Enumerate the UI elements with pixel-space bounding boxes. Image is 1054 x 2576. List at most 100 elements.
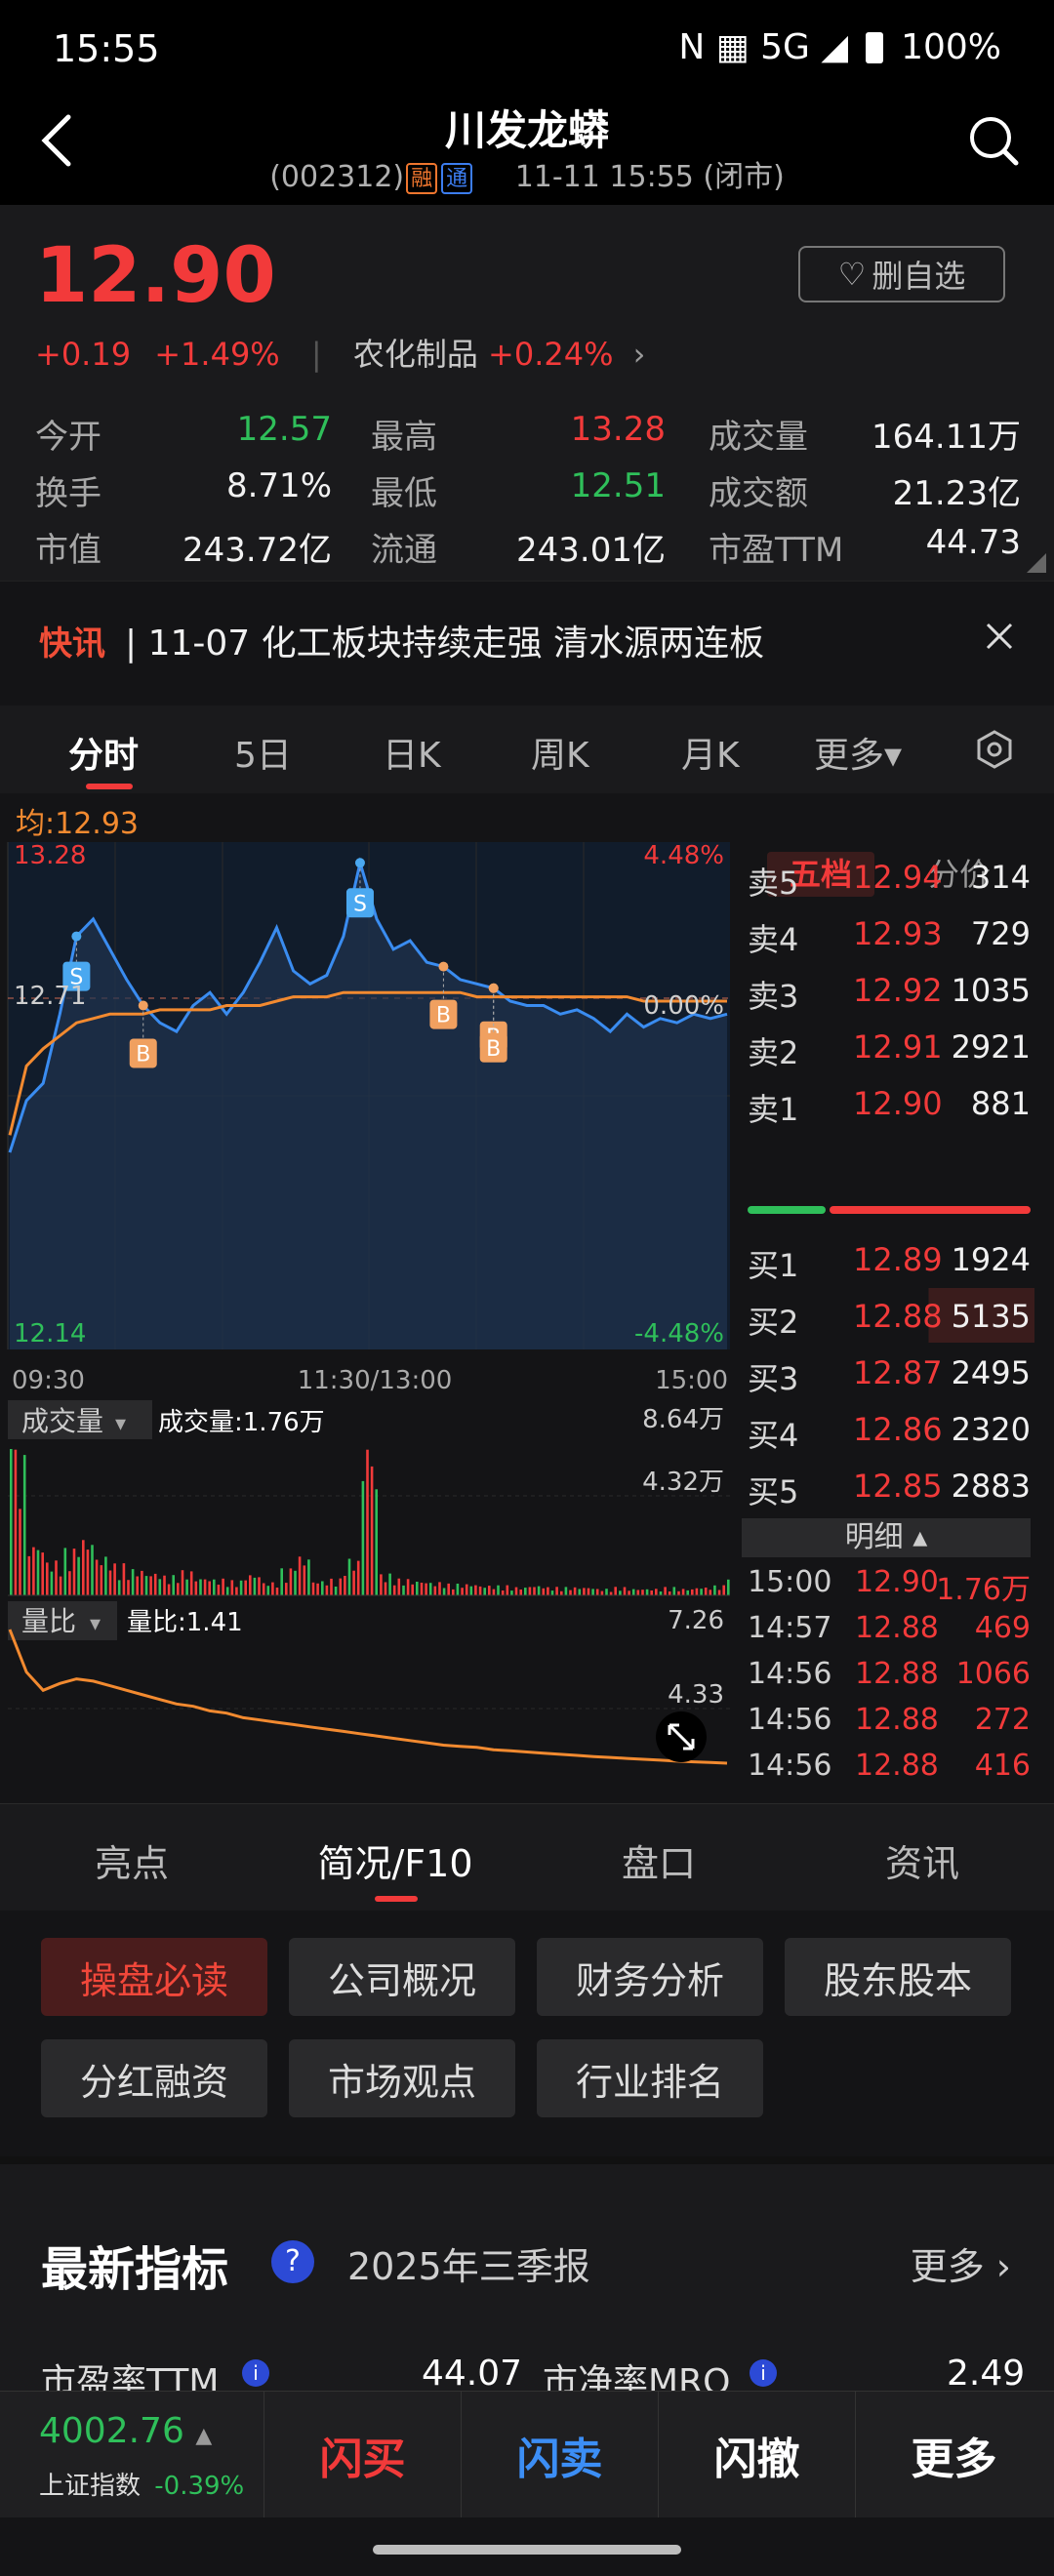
bid-row[interactable]: 买5 12.85 2883	[732, 1458, 1034, 1512]
back-arrow-icon[interactable]	[33, 111, 82, 170]
flash-buy-button[interactable]: 闪买	[264, 2392, 461, 2518]
volume-bar	[316, 1583, 319, 1595]
flash-sell-button[interactable]: 闪卖	[461, 2392, 658, 2518]
volume-selector[interactable]	[8, 1400, 152, 1439]
volume-bar	[177, 1583, 180, 1595]
chip-dividend-financing[interactable]: 分红融资	[41, 2039, 267, 2117]
intraday-chart[interactable]: SSBBBB 13.28 12.71 12.14 4.48% 0.00% -4.…	[0, 842, 732, 1803]
info-icon[interactable]: i	[242, 2359, 269, 2387]
chip-trading-must-read[interactable]: 操盘必读	[41, 1938, 267, 2016]
stock-name: 川发龙蟒	[444, 106, 609, 154]
stat-value: 12.51	[570, 466, 666, 505]
ask-row[interactable]: 卖2 12.91 2921	[732, 1019, 1034, 1073]
chip-industry-ranking[interactable]: 行业排名	[537, 2039, 763, 2117]
tab-price-distribution[interactable]: 分价	[927, 856, 991, 893]
tab-handicap[interactable]: 盘口	[621, 1842, 696, 1885]
tab-highlights[interactable]: 亮点	[94, 1842, 169, 1885]
trade-marker[interactable]	[129, 1038, 157, 1068]
close-icon[interactable]	[980, 617, 1019, 656]
tab-more[interactable]: 更多▾	[814, 736, 903, 776]
volume-bar	[461, 1588, 464, 1595]
tab-news[interactable]: 资讯	[884, 1842, 959, 1885]
volume-bar	[388, 1573, 391, 1595]
sector-link[interactable]: 农化制品 +0.24% ›	[353, 336, 646, 373]
ask-row[interactable]: 卖4 12.93 729	[732, 906, 1034, 960]
trade-time: 14:56	[748, 1657, 832, 1691]
volume-bar	[573, 1587, 577, 1595]
volume-bar	[641, 1590, 644, 1595]
tab-monthly-k[interactable]: 月K	[681, 736, 740, 776]
bid-price: 12.87	[853, 1354, 943, 1391]
stock-subtitle: (002312) 融通 11-11 15:55 (闭市)	[0, 152, 1054, 195]
volume-bar	[392, 1585, 396, 1595]
remove-watchlist-button[interactable]: ♡ 删自选	[798, 246, 1005, 302]
volume-bar	[163, 1575, 166, 1595]
trade-price: 12.88	[855, 1703, 939, 1737]
volume-bar	[46, 1562, 49, 1595]
volume-bar	[519, 1590, 522, 1595]
trade-marker-label: S	[353, 892, 367, 916]
bid-row[interactable]: 买3 12.87 2495	[732, 1345, 1034, 1399]
volume-bar	[542, 1588, 546, 1595]
volume-bar	[181, 1570, 184, 1595]
avg-price-line	[8, 990, 727, 1136]
connect-tag: 通	[441, 162, 473, 194]
volume-bar	[307, 1559, 310, 1595]
stat-label: 市盈TTM	[709, 531, 844, 570]
price-area	[10, 863, 727, 1349]
bid-ask-ratio-bar	[748, 1206, 1031, 1214]
ratio-line	[8, 1629, 728, 1765]
chip-market-views[interactable]: 市场观点	[289, 2039, 515, 2117]
trade-marker[interactable]	[429, 999, 458, 1029]
bid-ask-ratio-bar-red	[830, 1206, 1031, 1214]
bid-row[interactable]: 买4 12.86 2320	[732, 1401, 1034, 1456]
volume-bar	[22, 1455, 26, 1595]
chip-shareholders[interactable]: 股东股本	[785, 1938, 1011, 2016]
tab-f10[interactable]: 简况/F10	[317, 1842, 473, 1885]
volume-bar	[587, 1588, 590, 1595]
tab-weekly-k[interactable]: 周K	[531, 736, 589, 776]
volume-bar	[294, 1570, 297, 1595]
ask-row[interactable]: 卖3 12.92 1035	[732, 962, 1034, 1017]
info-icon[interactable]: i	[750, 2359, 777, 2387]
tab-five-level[interactable]: 五档	[767, 852, 874, 897]
ask-row[interactable]: 卖1 12.90 881	[732, 1075, 1034, 1130]
bid-row[interactable]: 买2 12.88 5135	[732, 1288, 1034, 1343]
tab-intraday[interactable]: 分时	[68, 736, 140, 776]
trade-marker[interactable]	[479, 1032, 507, 1063]
chip-company-overview[interactable]: 公司概况	[289, 1938, 515, 2016]
volume-bar	[122, 1563, 126, 1595]
ratio-selector[interactable]	[8, 1601, 117, 1640]
volume-bar	[113, 1563, 116, 1595]
trade-marker[interactable]	[345, 888, 374, 918]
ask-row[interactable]: 卖5 12.94 314	[732, 849, 1034, 904]
chart-area[interactable]: 均:12.93 SSBBBB 13.28 12.71 12.14 4.48% 0…	[0, 793, 1054, 1803]
search-icon[interactable]	[966, 113, 1021, 168]
detail-header[interactable]: 明细 ▴	[742, 1518, 1031, 1557]
settings-icon[interactable]	[974, 729, 1015, 770]
chip-financial-analysis[interactable]: 财务分析	[537, 1938, 763, 2016]
bid-row[interactable]: 买1 12.89 1924	[732, 1231, 1034, 1286]
bid-volume: 2320	[951, 1411, 1031, 1448]
tab-daily-k[interactable]: 日K	[383, 736, 441, 776]
expand-icon	[668, 1723, 695, 1751]
trade-marker[interactable]	[62, 961, 91, 991]
more-actions-button[interactable]: 更多	[855, 2392, 1052, 2518]
flash-cancel-button[interactable]: 闪撤	[658, 2392, 855, 2518]
corner-expand-icon[interactable]	[1027, 553, 1046, 573]
home-gesture-bar[interactable]	[373, 2545, 681, 2555]
volume-bar	[456, 1584, 460, 1595]
volume-bar	[244, 1580, 247, 1595]
help-icon[interactable]: ?	[271, 2240, 314, 2283]
bid-price: 12.85	[853, 1468, 943, 1505]
stat-label: 换手	[35, 474, 101, 513]
indicators-more-link[interactable]: 更多 ›	[910, 2245, 1011, 2288]
title-bar: 川发龙蟒 (002312) 融通 11-11 15:55 (闭市)	[0, 98, 1054, 205]
news-label: 快讯	[39, 624, 105, 664]
volume-bar	[127, 1580, 130, 1595]
index-pct: -0.39%	[154, 2472, 245, 2501]
tab-5day[interactable]: 5日	[234, 736, 292, 776]
news-ticker[interactable]: 快讯 | 11-07 化工板块持续走强 清水源两连板	[0, 581, 1054, 696]
action-bar: 4002.76 ▲ 上证指数 -0.39% 闪买 闪卖 闪撤 更多	[0, 2391, 1054, 2518]
volume-bar	[438, 1582, 441, 1595]
